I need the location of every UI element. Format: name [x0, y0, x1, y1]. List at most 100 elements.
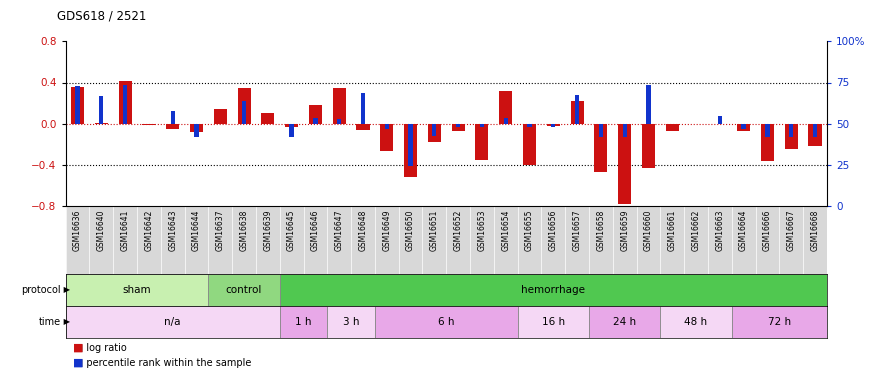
Bar — [785, 124, 798, 148]
Bar — [432, 124, 437, 136]
Bar — [732, 306, 827, 338]
Text: ▶: ▶ — [61, 285, 70, 294]
Text: ■ percentile rank within the sample: ■ percentile rank within the sample — [74, 358, 252, 368]
Text: GSM16650: GSM16650 — [406, 210, 415, 251]
Text: GSM16662: GSM16662 — [691, 210, 701, 251]
Bar — [409, 124, 413, 166]
Bar — [94, 123, 108, 124]
Bar — [428, 124, 441, 142]
Bar — [518, 306, 589, 338]
Text: GSM16658: GSM16658 — [597, 210, 605, 251]
Bar — [647, 85, 651, 124]
Text: ■ log ratio: ■ log ratio — [74, 343, 127, 352]
Text: GSM16659: GSM16659 — [620, 210, 629, 251]
Bar — [523, 124, 536, 165]
Bar — [285, 124, 298, 127]
Text: GSM16648: GSM16648 — [359, 210, 368, 251]
Text: GSM16638: GSM16638 — [240, 210, 248, 251]
Text: 1 h: 1 h — [295, 316, 311, 327]
Text: GSM16656: GSM16656 — [549, 210, 557, 251]
Text: 24 h: 24 h — [613, 316, 636, 327]
Bar — [166, 124, 179, 129]
Bar — [99, 96, 103, 124]
Text: GSM16655: GSM16655 — [525, 210, 534, 251]
Bar — [499, 91, 512, 124]
Bar — [280, 274, 827, 306]
Bar — [528, 124, 532, 127]
Text: 3 h: 3 h — [343, 316, 360, 327]
Text: GSM16651: GSM16651 — [430, 210, 439, 251]
Bar — [766, 124, 769, 137]
Text: GSM16660: GSM16660 — [644, 210, 653, 251]
Text: GSM16643: GSM16643 — [168, 210, 177, 251]
Text: GDS618 / 2521: GDS618 / 2521 — [57, 9, 146, 22]
Text: GSM16663: GSM16663 — [716, 210, 724, 251]
Bar — [66, 274, 208, 306]
Bar — [214, 110, 227, 124]
Bar — [262, 113, 275, 124]
Bar — [452, 124, 465, 131]
Bar — [118, 81, 131, 124]
Bar — [618, 124, 631, 204]
Bar — [332, 88, 346, 124]
Bar — [598, 124, 603, 137]
Text: GSM16652: GSM16652 — [453, 210, 463, 251]
Bar — [504, 118, 507, 124]
Bar — [237, 88, 250, 124]
Bar — [661, 306, 732, 338]
Bar — [194, 124, 199, 137]
Text: GSM16666: GSM16666 — [763, 210, 772, 251]
Text: GSM16657: GSM16657 — [572, 210, 582, 251]
Bar — [737, 124, 750, 131]
Bar — [547, 124, 560, 126]
Text: GSM16668: GSM16668 — [810, 210, 820, 251]
Text: 48 h: 48 h — [684, 316, 708, 327]
Bar — [642, 124, 655, 168]
Text: GSM16667: GSM16667 — [787, 210, 795, 251]
Text: ■: ■ — [73, 343, 83, 352]
Text: GSM16645: GSM16645 — [287, 210, 296, 251]
Text: GSM16639: GSM16639 — [263, 210, 272, 251]
Text: GSM16644: GSM16644 — [192, 210, 201, 251]
Bar — [761, 124, 774, 161]
Bar — [290, 124, 294, 137]
Bar — [589, 306, 661, 338]
Text: 72 h: 72 h — [767, 316, 791, 327]
Bar — [551, 124, 556, 127]
Bar — [374, 306, 518, 338]
Bar — [66, 306, 280, 338]
Bar — [313, 118, 318, 124]
Bar — [280, 306, 327, 338]
Text: GSM16646: GSM16646 — [311, 210, 320, 251]
Bar — [570, 101, 584, 124]
Text: GSM16649: GSM16649 — [382, 210, 391, 251]
Text: GSM16641: GSM16641 — [121, 210, 130, 251]
Text: GSM16647: GSM16647 — [335, 210, 344, 251]
Bar — [242, 101, 246, 124]
Bar — [75, 86, 80, 124]
Text: GSM16664: GSM16664 — [739, 210, 748, 251]
Bar — [404, 124, 417, 177]
Bar — [381, 124, 394, 150]
Bar — [456, 124, 460, 127]
Text: control: control — [226, 285, 262, 295]
Bar — [575, 95, 579, 124]
Text: protocol: protocol — [22, 285, 61, 295]
Bar — [337, 118, 341, 124]
Text: sham: sham — [123, 285, 151, 295]
Bar — [741, 124, 746, 129]
Bar — [475, 124, 488, 160]
Text: 16 h: 16 h — [542, 316, 565, 327]
Bar — [813, 124, 817, 137]
Text: GSM16642: GSM16642 — [144, 210, 153, 251]
Bar — [594, 124, 607, 172]
Bar — [309, 105, 322, 124]
Bar — [622, 124, 626, 137]
Text: time: time — [39, 316, 61, 327]
Text: GSM16640: GSM16640 — [97, 210, 106, 251]
Bar — [171, 111, 175, 124]
Text: GSM16654: GSM16654 — [501, 210, 510, 251]
Bar — [480, 124, 484, 127]
Bar — [208, 274, 280, 306]
Text: hemorrhage: hemorrhage — [522, 285, 585, 295]
